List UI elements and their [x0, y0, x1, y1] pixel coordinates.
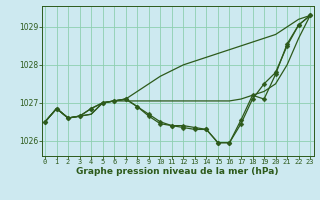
- X-axis label: Graphe pression niveau de la mer (hPa): Graphe pression niveau de la mer (hPa): [76, 167, 279, 176]
